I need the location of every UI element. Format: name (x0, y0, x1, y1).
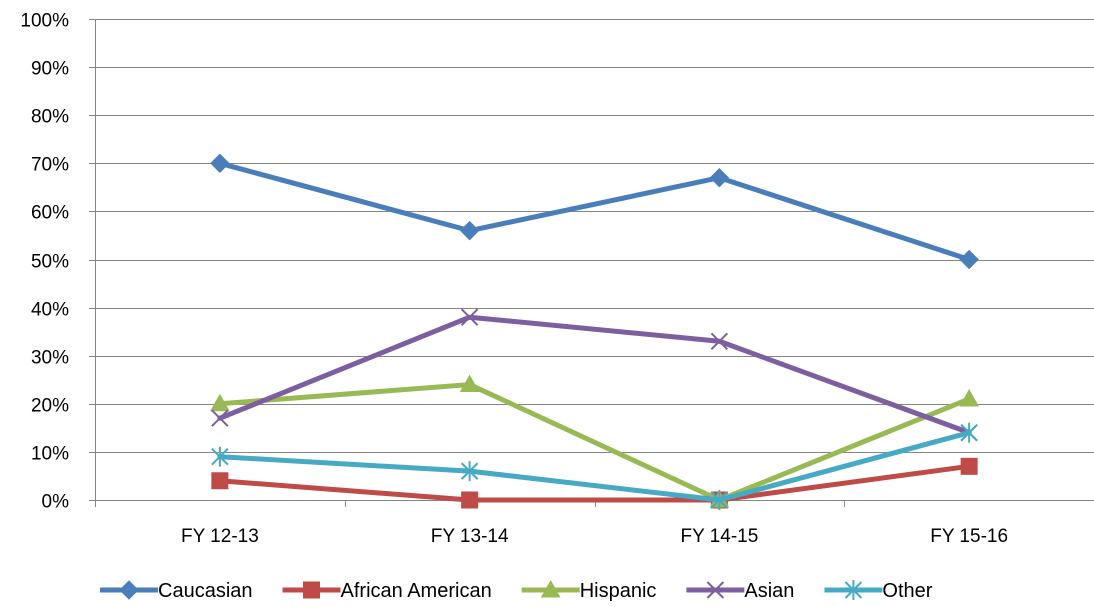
data-point-other (211, 446, 229, 467)
data-point-caucasian (959, 249, 979, 270)
series-line-caucasian (217, 160, 972, 262)
y-tick-label: 0% (42, 492, 70, 513)
data-point-caucasian (709, 168, 730, 188)
x-tick-label: FY 15-16 (930, 526, 1008, 547)
legend-swatch-marker (540, 579, 561, 598)
y-tick-label: 80% (31, 107, 69, 128)
series-asian (211, 308, 978, 442)
data-point-african-american (211, 472, 229, 490)
data-point-african-american (461, 491, 479, 509)
data-point-asian (460, 308, 479, 326)
data-point-asian (710, 332, 729, 350)
series-line-hispanic (217, 382, 972, 503)
data-point-african-american (960, 457, 978, 475)
legend-swatch-marker (303, 581, 321, 599)
data-point-hispanic (459, 374, 480, 393)
series-hispanic (210, 374, 979, 508)
series-line-asian (217, 314, 972, 436)
legend-label: Other (882, 580, 932, 602)
legend-label: Hispanic (580, 580, 657, 602)
x-tick-label: FY 13-14 (431, 526, 509, 547)
data-point-hispanic (959, 388, 979, 407)
y-tick-label: 60% (31, 203, 69, 224)
legend-item-other: Other (824, 580, 933, 602)
series-lines (210, 153, 979, 510)
legend-label: Caucasian (158, 580, 253, 602)
legend: Caucasian African American Hispanic Asian Ot… (100, 579, 933, 602)
y-tick-label: 50% (31, 252, 69, 273)
series-line-other (217, 430, 972, 503)
x-tick-label: FY 14-15 (680, 526, 758, 547)
legend-item-african-american: African American (282, 580, 492, 602)
legend-item-caucasian: Caucasian (100, 580, 253, 602)
legend-label: African American (341, 580, 492, 602)
axes (89, 19, 1094, 507)
data-point-other (710, 490, 729, 510)
series-other (211, 422, 978, 510)
y-axis-tick-labels: 0% 10% 20% 30% 40% 50% 60% 70% 80% 90% 100% (20, 11, 69, 513)
legend-item-hispanic: Hispanic (521, 579, 657, 602)
y-tick-label: 70% (31, 155, 69, 176)
data-point-asian (211, 409, 229, 427)
legend-item-asian: Asian (686, 580, 794, 602)
y-tick-label: 30% (31, 348, 69, 369)
y-tick-label: 100% (20, 11, 69, 32)
series-line-african-american (217, 463, 972, 503)
legend-swatch-marker (706, 581, 725, 599)
x-axis-tick-labels: FY 12-13 FY 13-14 FY 14-15 FY 15-16 (181, 526, 1008, 547)
series-caucasian (210, 153, 979, 270)
x-tick-label: FY 12-13 (181, 526, 259, 547)
data-point-other (960, 422, 978, 443)
legend-swatch-marker (844, 580, 863, 600)
data-point-caucasian (459, 220, 480, 241)
legend-swatch-marker (119, 580, 139, 600)
y-tick-label: 40% (31, 300, 69, 321)
data-point-caucasian (210, 153, 230, 174)
gridlines (95, 19, 1094, 453)
y-tick-label: 90% (31, 59, 69, 80)
legend-label: Asian (744, 580, 794, 602)
data-point-other (460, 461, 479, 482)
data-point-hispanic (210, 393, 230, 412)
y-tick-label: 10% (31, 444, 69, 465)
y-tick-label: 20% (31, 396, 69, 417)
